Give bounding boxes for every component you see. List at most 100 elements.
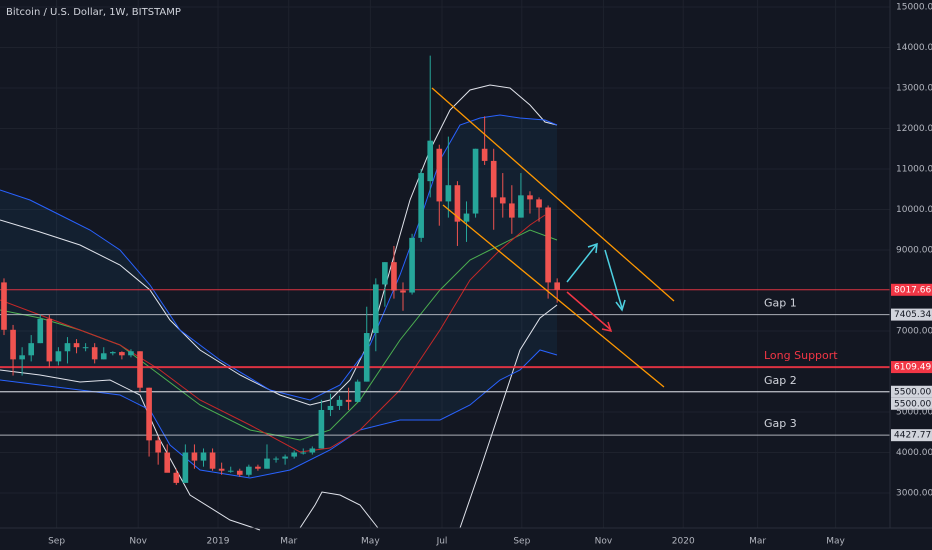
x-tick-label: Mar: [749, 537, 766, 547]
outer-lower-band: [0, 369, 261, 531]
candle-body: [445, 185, 452, 202]
inner-upper-band: [0, 114, 558, 401]
candle-body: [73, 343, 80, 348]
candle-body: [246, 466, 252, 475]
level-label: 5500.00: [894, 399, 931, 409]
candle-body: [372, 284, 379, 334]
level-label: 5500.00: [894, 387, 931, 397]
level-label: 8017.66: [894, 285, 931, 295]
level-label: 7405.34: [894, 310, 931, 320]
x-tick-label: Mar: [280, 537, 297, 547]
candle-body: [164, 452, 171, 473]
candle-body: [318, 409, 325, 449]
candle-body: [64, 343, 71, 352]
candle-body: [119, 352, 125, 356]
candle-body: [382, 262, 388, 285]
y-tick-label: 13000.00: [896, 84, 932, 94]
x-tick-label: May: [361, 537, 380, 547]
x-tick-label: Nov: [595, 537, 613, 547]
x-tick-label: Jul: [436, 537, 448, 547]
y-tick-label: 9000.00: [896, 246, 932, 256]
y-tick-label: 5000.00: [896, 408, 932, 418]
inner-lower-band: [0, 349, 558, 479]
x-tick-label: 2019: [207, 537, 230, 547]
candle-body: [527, 195, 533, 200]
level-name: Gap 1: [764, 297, 797, 310]
candle-body: [481, 148, 488, 161]
x-tick-label: 2020: [672, 537, 695, 547]
candle-body: [282, 456, 288, 459]
candle-body: [345, 399, 352, 402]
y-tick-label: 15000.00: [896, 3, 932, 13]
level-label-box: [891, 361, 932, 374]
candle-body: [463, 213, 470, 222]
candle-body: [218, 468, 225, 471]
arrow-head: [615, 299, 626, 312]
level-label: 6109.49: [894, 363, 931, 373]
candle-body: [472, 148, 479, 214]
candle-body: [490, 160, 497, 198]
candle-body: [110, 352, 116, 354]
y-tick-label: 7000.00: [896, 327, 932, 337]
y-tick-label: 4000.00: [896, 448, 932, 458]
y-tick-label: 3000.00: [896, 489, 932, 499]
candle-body: [182, 452, 189, 483]
candle-body: [354, 381, 361, 402]
candle-body: [91, 347, 98, 360]
candle-body: [545, 207, 551, 283]
level-label: 4427.77: [894, 431, 931, 441]
candle-body: [436, 148, 443, 202]
outer-lower-band: [299, 491, 379, 529]
arrow-head: [601, 321, 613, 333]
candle-body: [155, 440, 161, 453]
level-label-box: [891, 308, 932, 321]
candle-body: [336, 399, 343, 406]
candle-body: [509, 203, 515, 218]
level-label-box: [891, 429, 932, 442]
candle-body: [100, 353, 107, 360]
x-tick-label: Sep: [48, 537, 65, 547]
candle-body: [400, 290, 406, 293]
outer-lower-band: [459, 304, 558, 529]
arrow-head: [587, 242, 598, 254]
level-name: Long Support: [764, 349, 838, 362]
arrow-up: [566, 243, 598, 283]
candle-body: [82, 347, 89, 349]
candle-body: [28, 343, 35, 356]
candle-body: [327, 405, 334, 410]
candle-body: [264, 458, 270, 469]
candle-body: [227, 470, 234, 472]
candle-body: [200, 452, 207, 461]
candle-body: [209, 452, 216, 469]
candle-body: [137, 351, 143, 388]
x-tick-label: Nov: [129, 537, 147, 547]
candle-body: [146, 387, 152, 441]
candle-body: [409, 237, 415, 293]
candle-body: [309, 448, 316, 453]
candle-body: [300, 452, 307, 454]
x-tick-label: Sep: [513, 537, 530, 547]
candle-body: [55, 351, 62, 362]
candle-body: [255, 466, 261, 469]
y-tick-label: 11000.00: [896, 165, 932, 175]
axes: 3000.00 4000.00 5000.00 7000.00 9000.00 10000…: [48, 3, 932, 547]
candle-body: [273, 458, 279, 460]
level-name: Gap 2: [764, 374, 797, 387]
candle-body: [391, 262, 397, 291]
candles: [1, 55, 560, 485]
candle-body: [518, 195, 524, 218]
candle-body: [236, 470, 243, 475]
candle-body: [10, 329, 16, 360]
candle-body: [191, 452, 198, 461]
candle-body: [454, 185, 461, 222]
level-label-box: [891, 283, 932, 296]
candle-body: [19, 355, 25, 360]
chart-title: Bitcoin / U.S. Dollar, 1W, BITSTAMP: [6, 7, 181, 18]
x-tick-label: May: [826, 537, 845, 547]
candle-body: [536, 199, 542, 208]
channel-upper: [431, 87, 675, 302]
candle-body: [291, 452, 297, 457]
channel-lower: [442, 204, 665, 388]
level-label-box: [891, 385, 932, 398]
